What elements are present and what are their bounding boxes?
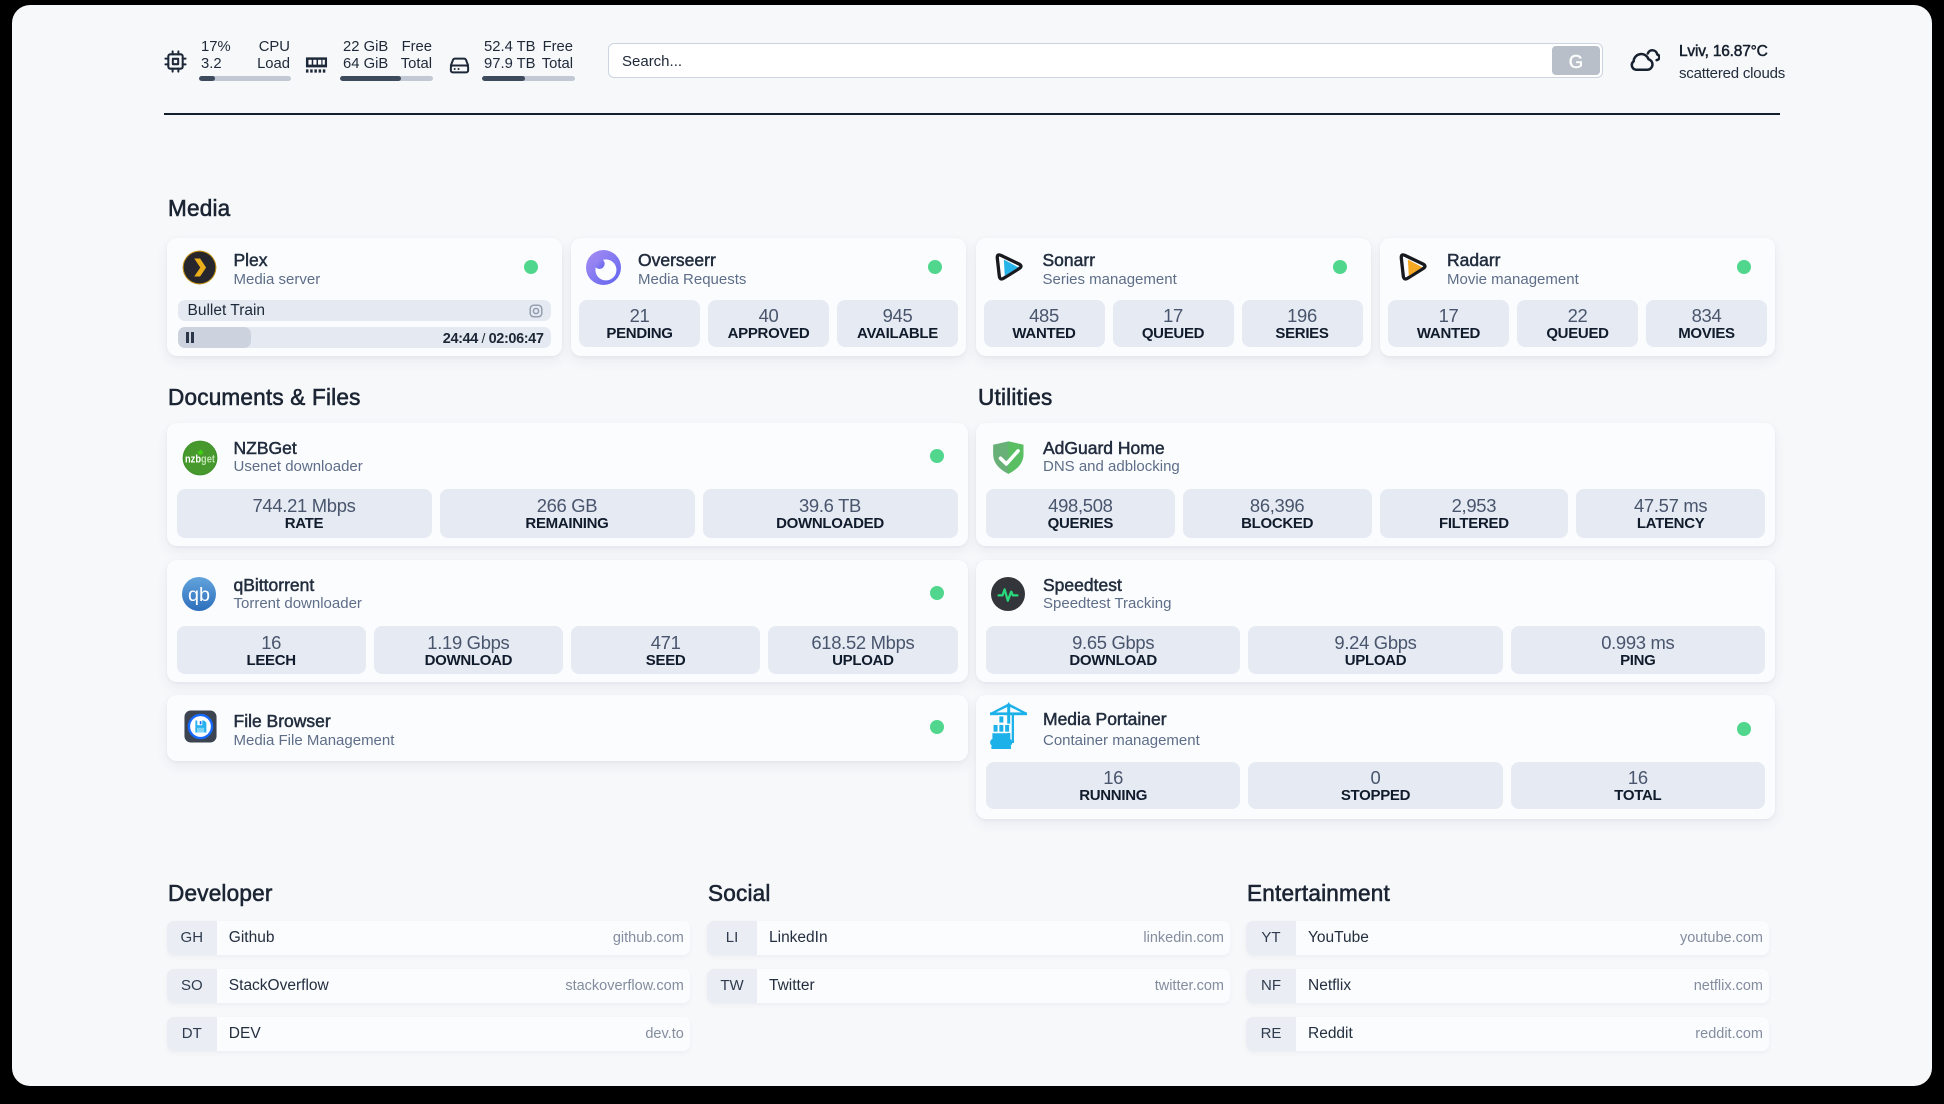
svg-text:nzbget: nzbget: [185, 453, 215, 465]
svg-text:qb: qb: [187, 584, 209, 606]
